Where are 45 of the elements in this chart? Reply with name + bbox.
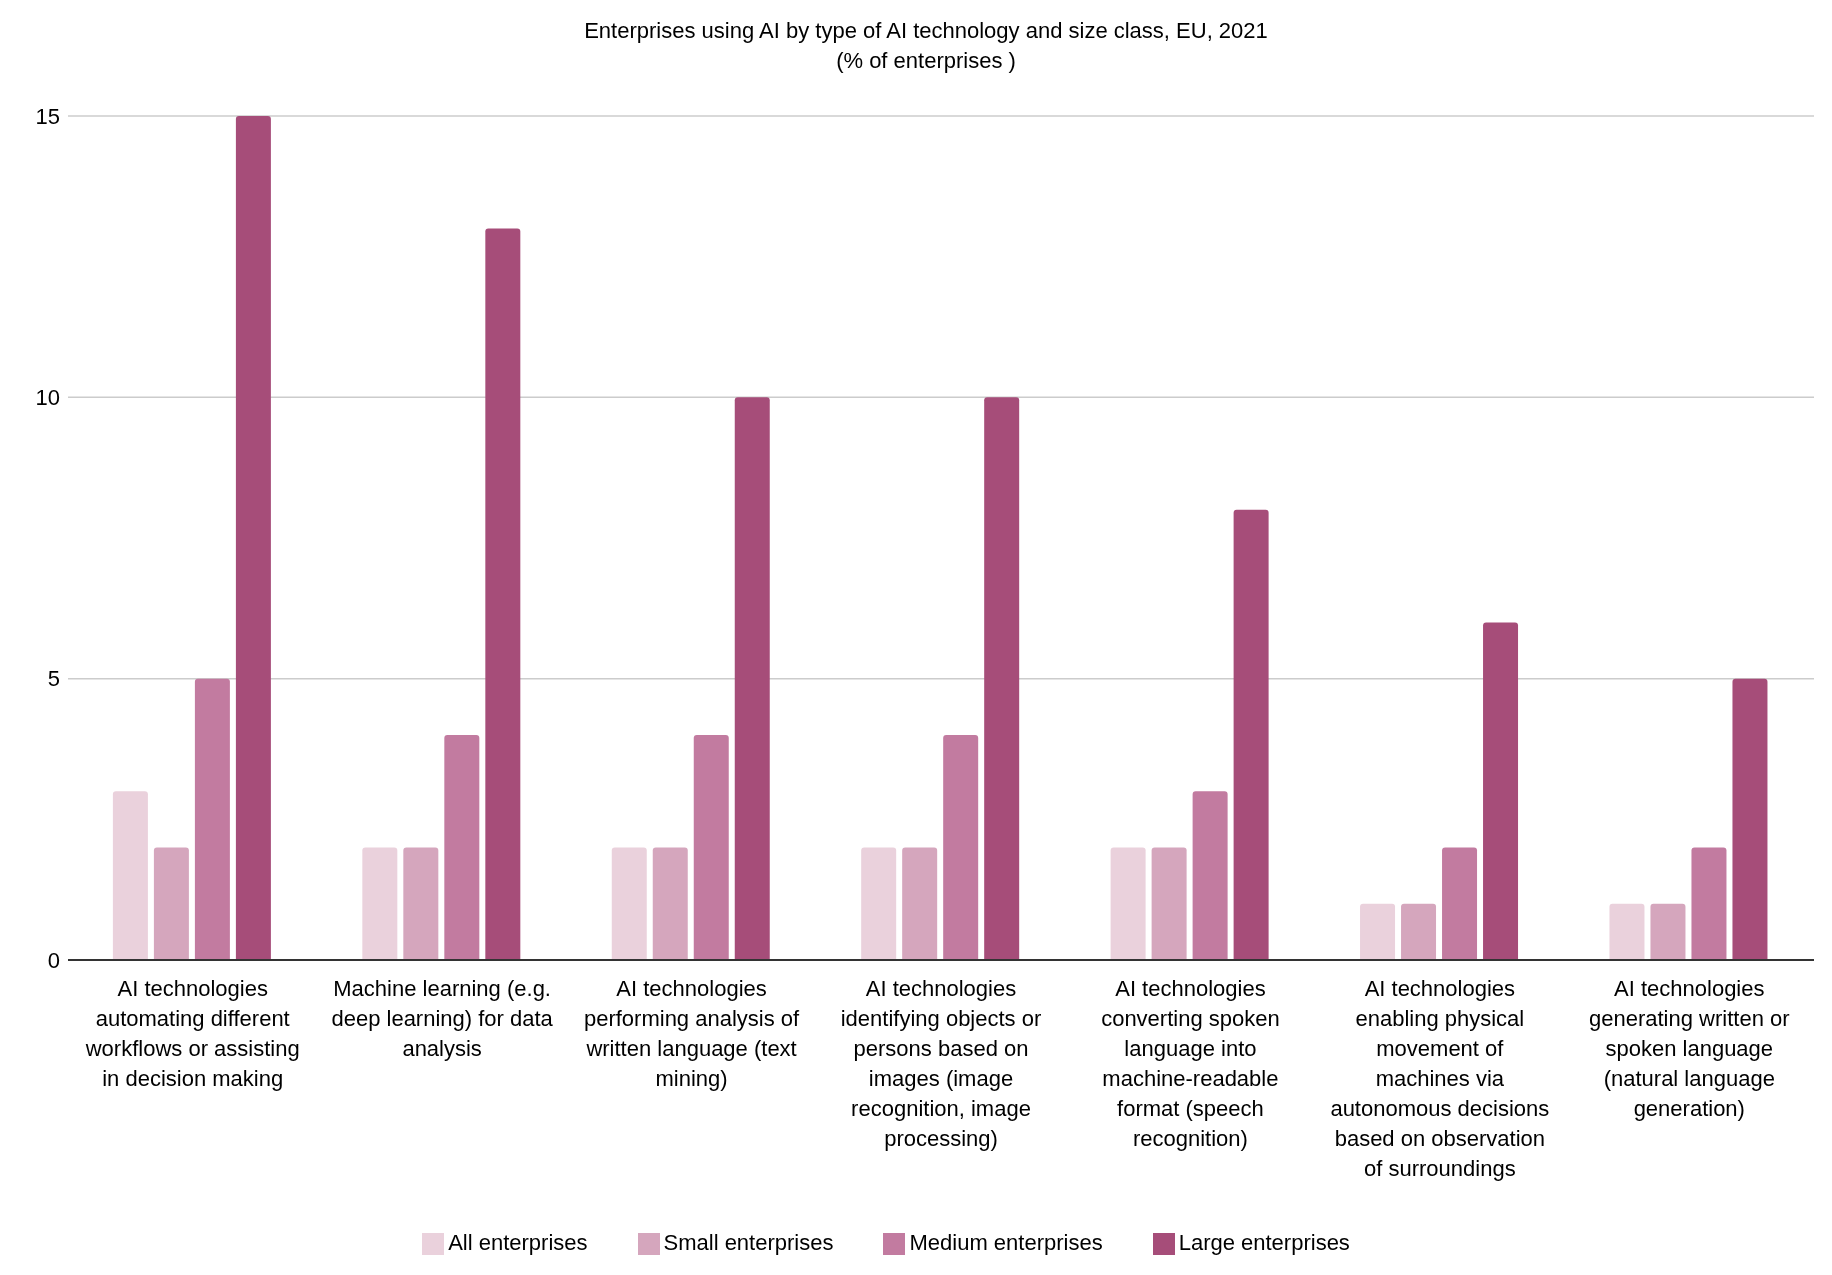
bar [1650,903,1686,960]
bar [1483,622,1519,960]
bar [112,791,148,960]
x-tick-label: AI technologies converting spoken language into machine-readable format (speech recognition) [1101,976,1280,1151]
bar [1442,847,1478,960]
y-tick-label: 0 [47,947,60,973]
bar [444,734,480,960]
bar [362,847,398,960]
y-tick-label: 15 [35,103,60,129]
bar [861,847,897,960]
legend-label: All enterprises [448,1230,588,1255]
x-tick-label: AI technologies identifying objects or persons based on images (image recognition, image processing) [840,976,1042,1151]
bar [1151,847,1187,960]
bar [235,116,271,960]
bar [1609,903,1645,960]
x-tick-label: AI technologies performing analysis of written language (text mining) [583,976,801,1091]
x-tick-label: AI technologies generating written or spoken language (natural language generation) [1589,976,1790,1121]
bar [1360,903,1396,960]
x-tick-label: AI technologies enabling physical movement of machines via autonomous decisions based on observation of surroundings [1330,976,1550,1181]
x-tick-label: AI technologies automating different workflows or assisting in decision making [84,976,300,1091]
bar [734,397,770,960]
bar [693,734,729,960]
x-tick-label: Machine learning (e.g. deep learning) for data analysis [331,976,554,1061]
bar [1732,678,1768,960]
bar [984,397,1020,960]
bar [1233,509,1269,960]
bar [153,847,189,960]
chart-subtitle: (% of enterprises ) [835,47,1017,75]
bar [1401,903,1437,960]
chart-title: Enterprises using AI by type of AI technology and size class, EU, 2021 [583,17,1269,45]
bar [194,678,230,960]
legend-label: Large enterprises [1178,1230,1350,1255]
bar [611,847,647,960]
bar [403,847,439,960]
legend-label: Medium enterprises [909,1230,1103,1255]
legend-label: Small enterprises [663,1230,834,1255]
y-tick-label: 5 [47,666,60,692]
bar [485,228,521,960]
bar [1691,847,1727,960]
bar [943,734,979,960]
bar [652,847,688,960]
bar [1192,791,1228,960]
bar [902,847,938,960]
y-tick-label: 10 [35,385,60,411]
bar [1110,847,1146,960]
